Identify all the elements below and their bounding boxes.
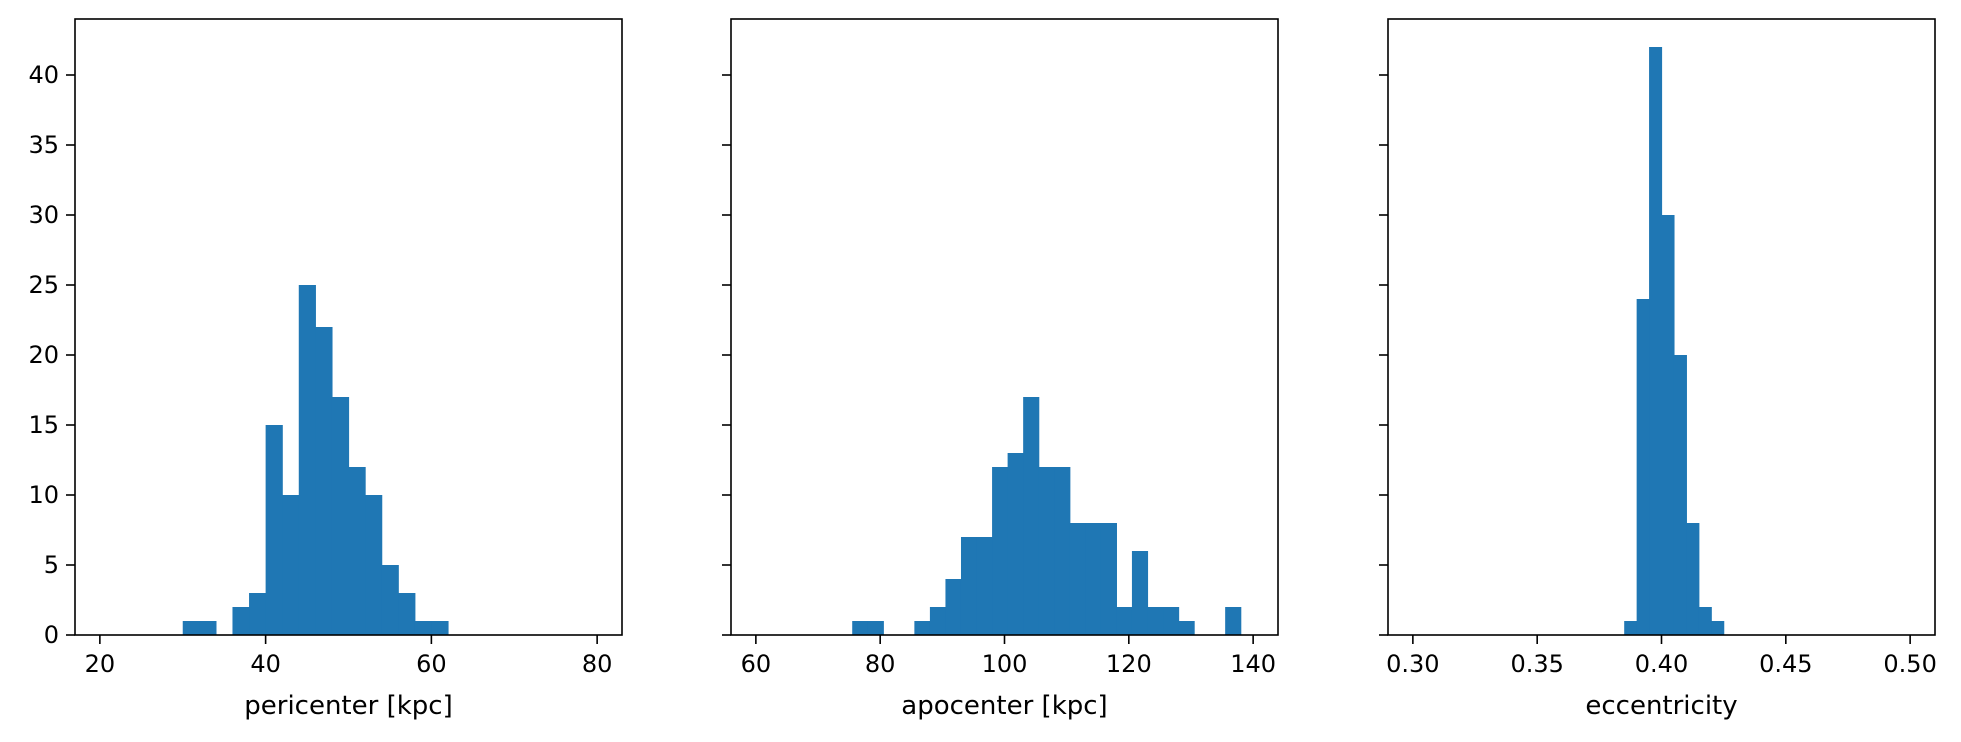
apocenter-x-axis-label: apocenter [kpc]: [901, 691, 1107, 721]
pericenter-bar: [249, 593, 267, 635]
eccentricity-bar: [1649, 47, 1663, 635]
apocenter-bar: [1163, 607, 1180, 635]
apocenter-bar: [960, 537, 978, 635]
pericenter-y-tick-label: 15: [28, 411, 59, 439]
pericenter-y-tick-label: 10: [28, 481, 59, 509]
pericenter-y-tick-label: 0: [44, 621, 59, 649]
pericenter-bar: [331, 397, 350, 635]
apocenter-bar: [992, 467, 1009, 635]
pericenter-bar: [298, 285, 316, 635]
apocenter-bar: [1069, 523, 1086, 635]
pericenter-y-tick-label: 5: [44, 551, 59, 579]
pericenter-bar: [365, 495, 383, 635]
pericenter-x-tick-label: 80: [582, 650, 613, 678]
apocenter-bar: [1225, 607, 1242, 635]
apocenter-bar: [867, 621, 884, 635]
pericenter-y-tick-label: 35: [28, 131, 59, 159]
eccentricity-x-tick-label: 0.40: [1635, 650, 1688, 678]
eccentricity-bar: [1624, 621, 1638, 635]
pericenter-bar: [315, 327, 333, 635]
apocenter-bar: [1085, 523, 1102, 635]
pericenter-x-tick-label: 40: [250, 650, 281, 678]
pericenter-bar: [199, 621, 217, 635]
pericenter-x-tick-label: 60: [416, 650, 447, 678]
pericenter-x-axis-label: pericenter [kpc]: [244, 691, 452, 721]
pericenter-y-tick-label: 25: [28, 271, 59, 299]
pericenter-x-tick-label: 20: [85, 650, 116, 678]
apocenter-bar: [1023, 397, 1040, 635]
apocenter-bar: [1100, 523, 1117, 635]
eccentricity-bar: [1698, 607, 1712, 635]
apocenter-x-tick-label: 120: [1106, 650, 1152, 678]
eccentricity-bar: [1711, 621, 1725, 635]
pericenter-bar: [414, 621, 432, 635]
eccentricity-x-tick-label: 0.45: [1759, 650, 1812, 678]
apocenter-bar: [1147, 607, 1164, 635]
apocenter-bar: [945, 579, 962, 635]
pericenter-bar: [282, 495, 300, 635]
eccentricity-x-tick-label: 0.35: [1510, 650, 1563, 678]
apocenter-bar: [1116, 607, 1133, 635]
apocenter-histogram-panel: 60 80 100 120 140 apocenter [kpc]: [722, 18, 1279, 721]
eccentricity-bar: [1686, 523, 1700, 635]
apocenter-bar: [1131, 551, 1149, 635]
eccentricity-bar: [1673, 355, 1687, 635]
apocenter-bar: [1178, 621, 1195, 635]
pericenter-bar: [348, 467, 366, 635]
pericenter-y-tick-label: 20: [28, 341, 59, 369]
pericenter-bar: [232, 607, 250, 635]
eccentricity-x-axis-label: eccentricity: [1585, 691, 1737, 721]
apocenter-bar: [1054, 467, 1071, 635]
apocenter-bar: [914, 621, 931, 635]
apocenter-x-tick-label: 60: [741, 650, 772, 678]
eccentricity-bar: [1636, 299, 1650, 635]
eccentricity-histogram-panel: 0.30 0.35 0.40 0.45 0.50 eccentricity: [1379, 18, 1937, 721]
pericenter-bar: [265, 425, 283, 635]
apocenter-bar: [852, 621, 869, 635]
eccentricity-bar: [1661, 215, 1675, 635]
pericenter-y-tick-label: 40: [28, 61, 59, 89]
pericenter-bar: [431, 621, 449, 635]
eccentricity-x-tick-label: 0.30: [1386, 650, 1439, 678]
pericenter-bar: [381, 565, 399, 635]
pericenter-bar: [182, 621, 200, 635]
apocenter-x-tick-label: 100: [982, 650, 1028, 678]
pericenter-histogram-panel: 20 40 60 80 0 5 10 15 20 25 30 35 40 pericenter [kpc]: [28, 18, 623, 721]
pericenter-y-tick-label: 30: [28, 201, 59, 229]
apocenter-bar: [1038, 467, 1055, 635]
apocenter-bar: [929, 607, 947, 635]
eccentricity-x-tick-label: 0.50: [1883, 650, 1936, 678]
apocenter-bar: [1007, 453, 1024, 635]
pericenter-axes-frame: [74, 18, 623, 636]
apocenter-x-tick-label: 140: [1230, 650, 1276, 678]
pericenter-bar: [398, 593, 416, 635]
apocenter-x-tick-label: 80: [865, 650, 896, 678]
apocenter-bar: [976, 537, 993, 635]
